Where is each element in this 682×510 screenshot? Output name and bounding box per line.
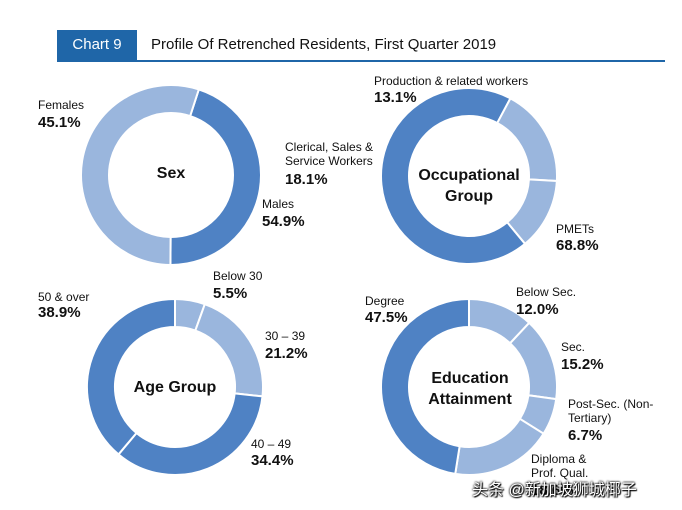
age-50-over-value: 38.9%	[38, 304, 81, 321]
occupational-group-center-label: Occupational Group	[418, 167, 520, 205]
sec-value: 15.2%	[561, 356, 604, 373]
chart-title: Profile Of Retrenched Residents, First Q…	[151, 36, 497, 53]
production-workers-label: Production & related workers	[374, 74, 529, 88]
degree-value: 47.5%	[365, 309, 408, 326]
age-group-center-label: Age Group	[133, 379, 217, 396]
males-value: 54.9%	[262, 213, 305, 230]
age-30-39-label: 30 – 39	[265, 329, 306, 343]
females-value: 45.1%	[38, 114, 81, 131]
chart-header: Chart 9 Profile Of Retrenched Residents,…	[57, 30, 665, 62]
age-40-49-value: 34.4%	[251, 452, 294, 469]
pmets-label: PMETs	[556, 222, 595, 236]
below-30-value: 5.5%	[213, 285, 248, 302]
post-sec-value: 6.7%	[568, 427, 603, 444]
below-sec-label: Below Sec.	[516, 285, 577, 299]
post-sec-label: Post-Sec. (Non-Tertiary)	[568, 397, 654, 425]
age-group-slice-50-over	[86, 297, 176, 456]
education-attainment-slice-degree	[380, 297, 470, 476]
age-50-over-label: 50 & over	[38, 290, 90, 304]
below-30-label: Below 30	[213, 269, 263, 283]
age-group-slice-40-49	[117, 392, 264, 476]
sex-slice-females	[169, 88, 262, 266]
occupational-group-slice-pmets	[380, 87, 527, 265]
sex-center-label: Sex	[156, 165, 186, 182]
pmets-value: 68.8%	[556, 237, 599, 254]
occupational-group-slice-production-related-workers	[505, 178, 558, 246]
age-30-39-value: 21.2%	[265, 345, 308, 362]
production-workers-value: 13.1%	[374, 89, 417, 106]
males-label: Males	[262, 197, 295, 211]
degree-label: Degree	[365, 294, 405, 308]
clerical-sales-label: Clerical, Sales & Service Workers	[285, 140, 374, 168]
clerical-sales-value: 18.1%	[285, 171, 328, 188]
chart-number-badge: Chart 9	[57, 30, 137, 60]
below-sec-value: 12.0%	[516, 301, 559, 318]
females-label: Females	[38, 98, 85, 112]
watermark-text: 头条 @新加坡狮城椰子	[472, 482, 637, 499]
sex-slice-males	[80, 84, 201, 267]
education-attainment-center-label: Education Attainment	[428, 370, 512, 408]
age-40-49-label: 40 – 49	[251, 437, 292, 451]
diploma-label: Diploma & Prof. Qual.	[531, 452, 589, 480]
sec-label: Sec.	[561, 340, 586, 354]
diploma-value: 18.6%	[531, 482, 574, 499]
